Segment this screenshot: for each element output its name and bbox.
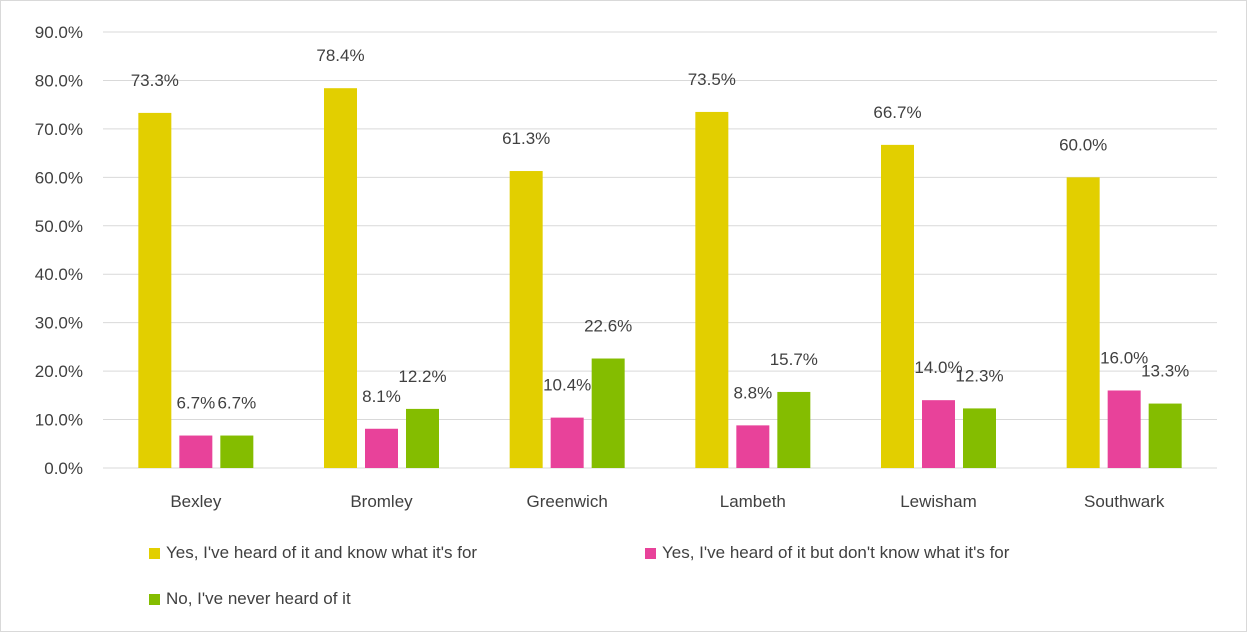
legend: Yes, I've heard of it and know what it's… <box>149 541 1149 633</box>
y-tick-label: 30.0% <box>35 314 83 333</box>
legend-item-dont-know: Yes, I've heard of it but don't know wha… <box>645 543 1009 563</box>
bar <box>220 435 254 468</box>
bar <box>591 358 625 468</box>
data-label: 8.8% <box>733 383 772 402</box>
bar <box>138 112 172 468</box>
data-label: 60.0% <box>1059 135 1107 154</box>
category-label: Southwark <box>1084 492 1165 511</box>
bar <box>736 425 770 468</box>
data-label: 6.7% <box>176 394 215 413</box>
legend-label-know: Yes, I've heard of it and know what it's… <box>166 543 478 562</box>
bar <box>550 417 584 468</box>
data-label: 78.4% <box>316 46 364 65</box>
bar <box>881 144 914 468</box>
bar <box>695 111 729 468</box>
bar <box>922 400 955 468</box>
bar <box>509 171 543 468</box>
category-label: Lewisham <box>900 492 977 511</box>
bar <box>324 88 357 468</box>
data-label: 22.6% <box>584 317 632 336</box>
y-tick-label: 20.0% <box>35 362 83 381</box>
y-tick-label: 60.0% <box>35 168 83 187</box>
legend-swatch-never <box>149 593 160 605</box>
y-tick-label: 50.0% <box>35 217 83 236</box>
data-label: 73.3% <box>131 71 179 90</box>
y-tick-label: 10.0% <box>35 411 83 430</box>
bar <box>179 435 213 468</box>
bar <box>365 428 398 468</box>
bar <box>1107 390 1141 468</box>
legend-item-know: Yes, I've heard of it and know what it's… <box>149 543 645 563</box>
y-tick-label: 40.0% <box>35 265 83 284</box>
data-label: 73.5% <box>688 70 736 89</box>
category-label: Bexley <box>170 492 222 511</box>
y-tick-label: 90.0% <box>35 23 83 42</box>
bar <box>963 408 996 468</box>
legend-row-2: No, I've never heard of it <box>149 587 1149 611</box>
y-tick-label: 80.0% <box>35 71 83 90</box>
y-tick-label: 70.0% <box>35 120 83 139</box>
category-label: Greenwich <box>527 492 608 511</box>
data-label: 61.3% <box>502 129 550 148</box>
bar <box>777 391 811 468</box>
data-label: 66.7% <box>873 103 921 122</box>
data-label: 15.7% <box>770 350 818 369</box>
data-label: 14.0% <box>914 358 962 377</box>
data-label: 8.1% <box>362 387 401 406</box>
y-tick-label: 0.0% <box>44 459 83 478</box>
category-label: Bromley <box>350 492 413 511</box>
legend-row-1: Yes, I've heard of it and know what it's… <box>149 541 1149 565</box>
legend-swatch-know <box>149 547 160 559</box>
bar <box>406 408 439 468</box>
data-label: 10.4% <box>543 376 591 395</box>
data-label: 12.2% <box>398 367 446 386</box>
legend-label-never: No, I've never heard of it <box>166 589 351 608</box>
legend-label-dont-know: Yes, I've heard of it but don't know wha… <box>662 543 1010 562</box>
data-label: 12.3% <box>955 366 1003 385</box>
legend-item-never: No, I've never heard of it <box>149 589 351 609</box>
data-label: 16.0% <box>1100 348 1148 367</box>
data-label: 6.7% <box>217 394 256 413</box>
category-label: Lambeth <box>720 492 786 511</box>
bar <box>1066 177 1100 469</box>
data-label: 13.3% <box>1141 362 1189 381</box>
legend-swatch-dont-know <box>645 547 656 559</box>
bar <box>1148 403 1182 468</box>
